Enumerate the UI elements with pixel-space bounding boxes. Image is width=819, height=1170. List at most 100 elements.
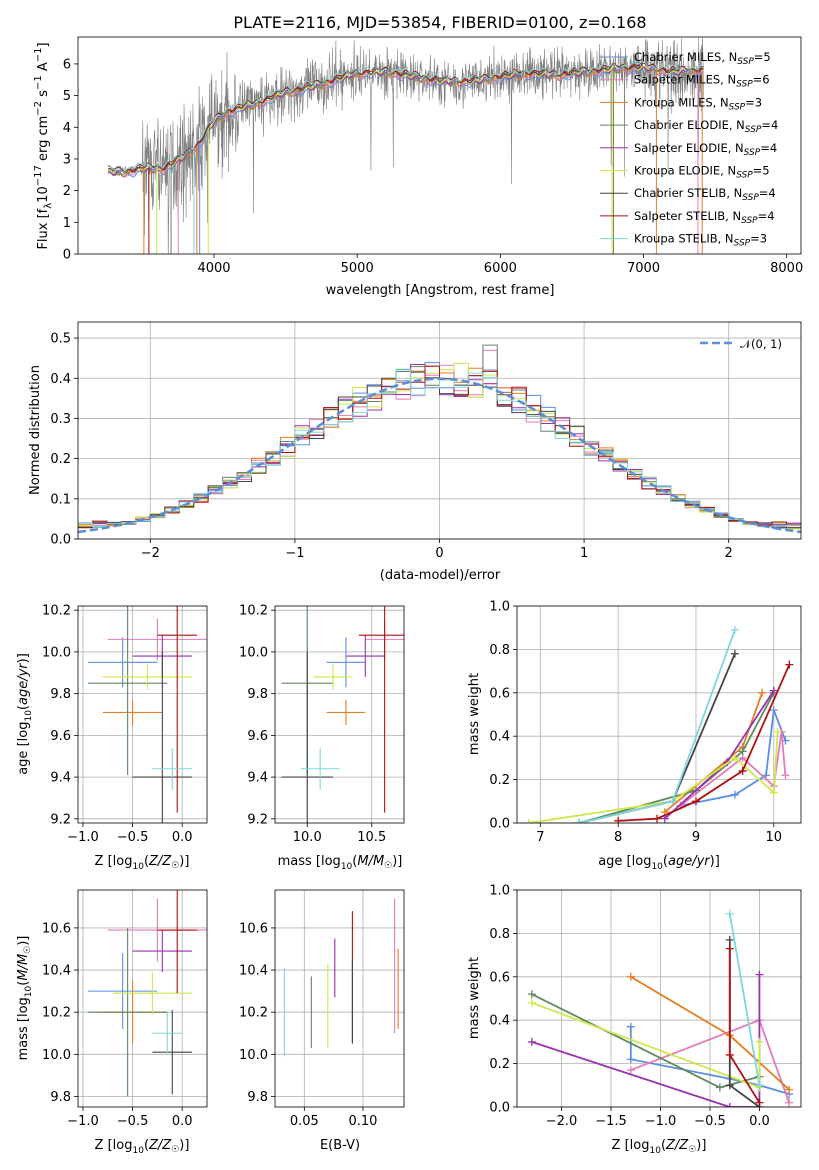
model-line	[107, 67, 704, 178]
y-tick-label: 9.4	[247, 771, 268, 786]
y-axis-label: mass weight	[467, 673, 482, 755]
y-tick-label: 0.4	[50, 372, 71, 387]
y-tick-label: 0.2	[489, 773, 510, 788]
data-point	[524, 819, 533, 823]
data-point	[725, 909, 734, 918]
x-tick-label: 0.0	[749, 1114, 770, 1129]
x-tick-label: 2	[725, 546, 733, 561]
plot-content	[87, 890, 207, 1097]
x-tick-label: 0.10	[348, 1114, 377, 1129]
axes-frame	[77, 889, 208, 1108]
data-point	[725, 1103, 734, 1107]
data-point	[755, 1098, 764, 1107]
x-tick-label: −1.0	[645, 1114, 677, 1129]
y-tick-label: 9.6	[247, 729, 268, 744]
data-point	[691, 797, 700, 806]
legend-label: Salpeter STELIB, NSSP=4	[634, 209, 775, 226]
y-tick-label: 0.6	[489, 686, 510, 701]
plot-content	[281, 606, 404, 823]
data-point	[527, 990, 536, 999]
legend-label: Chabrier MILES, NSSP=5	[634, 50, 771, 67]
plot-content	[524, 625, 794, 823]
data-point	[755, 1081, 764, 1090]
x-axis-label: age [log10(age/yr)]	[598, 854, 720, 872]
data-point	[730, 790, 739, 799]
data-point	[614, 816, 623, 823]
y-tick-label: 0.4	[489, 1014, 510, 1029]
mass-vs-metallicity: −1.0 −0.5 0.0 9.8 10.0 10.2 10.4 10.6 Z [log10(Z…	[16, 889, 208, 1156]
x-tick-label: 8	[614, 830, 622, 845]
x-tick-label: 7000	[627, 261, 660, 276]
y-tick-label: 0.2	[50, 452, 71, 467]
data-point	[715, 1083, 724, 1092]
plot-area	[275, 606, 404, 823]
age-vs-metallicity: −1.0 −0.5 0.0 9.2 9.4 9.6 9.8 10.0 10.2 Z [log10(…	[16, 604, 208, 872]
y-tick-label: 5	[63, 89, 71, 104]
data-point	[668, 797, 677, 806]
x-tick-label: 0.05	[290, 1114, 319, 1129]
legend-label: Chabrier STELIB, NSSP=4	[634, 186, 776, 203]
x-axis-label: mass [log10(M/M☉)]	[278, 854, 403, 872]
x-tick-label: 0.0	[172, 1114, 193, 1129]
legend-label: 𝒩(0, 1)	[740, 337, 782, 351]
y-tick-label: 0.0	[489, 817, 510, 832]
plot-area	[517, 890, 801, 1107]
y-axis-label: age [log10(age/yr)]	[16, 653, 34, 775]
x-axis-label: (data-model)/error	[380, 568, 501, 583]
y-axis-label: Flux [fλ10−17 erg cm−2 s−1 A−1]	[33, 42, 54, 249]
data-point	[769, 788, 778, 797]
data-point	[730, 649, 739, 658]
y-tick-label: 10.6	[42, 921, 71, 936]
legend: Chabrier MILES, NSSP=5 Salpeter MILES, NS…	[600, 50, 778, 249]
model-line	[108, 60, 704, 173]
y-tick-label: 0.1	[50, 492, 71, 507]
legend-label: Salpeter ELODIE, NSSP=4	[634, 141, 777, 158]
data-spectrum	[107, 37, 704, 254]
y-tick-label: 0.2	[489, 1057, 510, 1072]
data-point	[738, 747, 747, 756]
x-axis-label: Z [log10(Z/Z☉)]	[95, 854, 190, 872]
residual-histogram: −2 −1 0 1 2 0.0 0.1 0.2 0.3 0.4 0.5 (data-model)/er…	[28, 321, 802, 583]
x-tick-label: 0.0	[172, 830, 193, 845]
plot-content	[107, 37, 704, 254]
y-tick-label: 10.4	[239, 964, 268, 979]
x-tick-label: −2.0	[546, 1114, 578, 1129]
y-tick-label: 10.2	[42, 604, 71, 619]
y-tick-label: 9.8	[50, 687, 71, 702]
y-tick-label: 10.6	[239, 921, 268, 936]
y-tick-label: 6	[63, 57, 71, 72]
data-point	[785, 1098, 794, 1107]
y-tick-label: 0.0	[50, 533, 71, 548]
y-tick-label: 10.0	[42, 1048, 71, 1063]
y-tick-label: 10.0	[42, 645, 71, 660]
x-tick-label: −1.0	[67, 1114, 99, 1129]
x-tick-label: 4000	[197, 261, 230, 276]
data-point	[527, 998, 536, 1007]
y-tick-label: 9.4	[50, 771, 71, 786]
y-tick-label: 0.8	[489, 927, 510, 942]
gaussian-curve	[78, 377, 801, 534]
y-tick-label: 0.6	[489, 970, 510, 985]
data-point	[653, 814, 662, 823]
legend-label: Salpeter MILES, NSSP=6	[634, 73, 770, 90]
legend-label: Kroupa MILES, NSSP=3	[634, 95, 762, 112]
y-tick-label: 10.2	[42, 1006, 71, 1021]
mass-weight-vs-metallicity: −2.0 −1.5 −1.0 −0.5 0.0 0.0 0.2 0.4 0.6 0.8 1.0 Z […	[467, 884, 802, 1156]
data-point	[626, 1022, 635, 1031]
data-point	[758, 688, 767, 697]
plot-area	[275, 890, 404, 1107]
x-tick-label: −1.5	[595, 1114, 627, 1129]
y-tick-label: 4	[63, 121, 71, 136]
data-point	[773, 727, 782, 736]
data-point	[527, 1037, 536, 1046]
y-tick-label: 9.8	[247, 687, 268, 702]
axes-frame	[516, 605, 802, 824]
y-tick-label: 0.8	[489, 643, 510, 658]
x-tick-label: −1.0	[67, 830, 99, 845]
chart-title: PLATE=2116, MJD=53854, FIBERID=0100, z=0…	[233, 13, 646, 32]
x-tick-label: 10.0	[293, 830, 322, 845]
x-axis-label: E(B-V)	[320, 1138, 360, 1153]
axes-frame	[274, 889, 405, 1108]
model-line	[107, 60, 704, 173]
y-tick-label: 1.0	[489, 600, 510, 615]
